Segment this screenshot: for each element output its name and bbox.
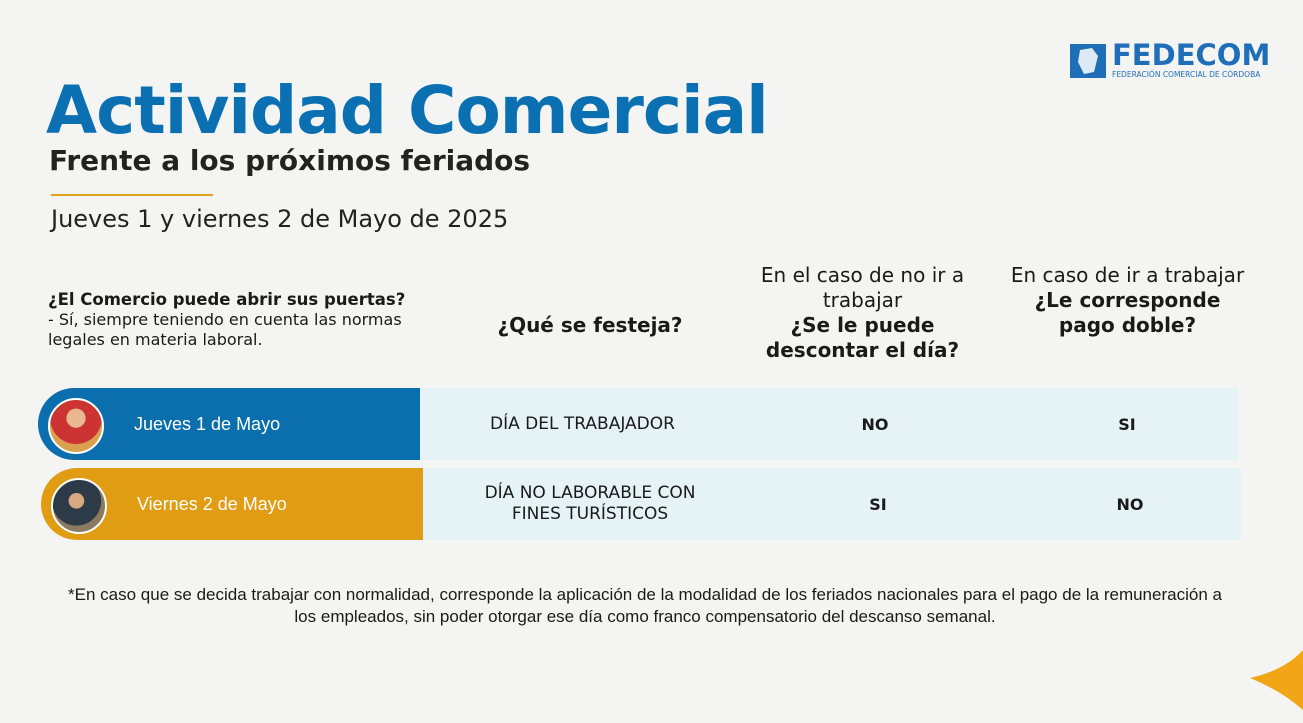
header-bold: ¿Se le puede descontar el día? [765, 313, 960, 362]
header-bold: ¿Le corresponde pago doble? [1034, 288, 1221, 337]
subtitle: Frente a los próximos feriados [49, 144, 531, 177]
cell: NO [1116, 494, 1144, 514]
corner-decoration [1250, 650, 1303, 710]
logo-name: FEDECOM [1112, 38, 1271, 72]
intro-question: ¿El Comercio puede abrir sus puertas? [48, 290, 406, 309]
row-label-text: Jueves 1 de Mayo [134, 414, 281, 434]
avatar [48, 398, 104, 454]
cell: DÍA DEL TRABAJADOR [490, 413, 675, 434]
footnote: *En caso que se decida trabajar con norm… [68, 585, 1222, 626]
intro: ¿El Comercio puede abrir sus puertas? - … [48, 290, 428, 350]
date: Jueves 1 y viernes 2 de Mayo de 2025 [51, 205, 509, 233]
row-label: Viernes 2 de Mayo [41, 468, 423, 540]
logo-tagline: FEDERACIÓN COMERCIAL DE CÓRDOBA [1112, 70, 1261, 79]
row-background [423, 468, 1241, 540]
header-lead: En el caso de no ir a trabajar [760, 263, 965, 312]
cell: SI [1118, 414, 1136, 434]
cell: DÍA NO LABORABLE CON FINES TURÍSTICOS [484, 483, 696, 524]
cell: SI [869, 494, 887, 514]
header-cell: ¿Qué se festeja? [470, 313, 710, 338]
logo-icon [1070, 44, 1106, 78]
logo: FEDECOM FEDERACIÓN COMERCIAL DE CÓRDOBA [1070, 38, 1270, 82]
header-lead: En caso de ir a trabajar [1010, 263, 1245, 287]
header-cell: En caso de ir a trabajar ¿Le corresponde … [1010, 263, 1245, 338]
divider [51, 194, 213, 196]
row-label: Jueves 1 de Mayo [38, 388, 420, 460]
header-bold: ¿Qué se festeja? [497, 313, 683, 337]
avatar [51, 478, 107, 534]
cell: NO [861, 414, 889, 434]
row-background [420, 388, 1238, 460]
intro-answer: - Sí, siempre teniendo en cuenta las nor… [48, 310, 402, 349]
title: Actividad Comercial [46, 72, 769, 149]
row-label-text: Viernes 2 de Mayo [137, 494, 287, 514]
header-cell: En el caso de no ir a trabajar ¿Se le pue… [745, 263, 980, 363]
